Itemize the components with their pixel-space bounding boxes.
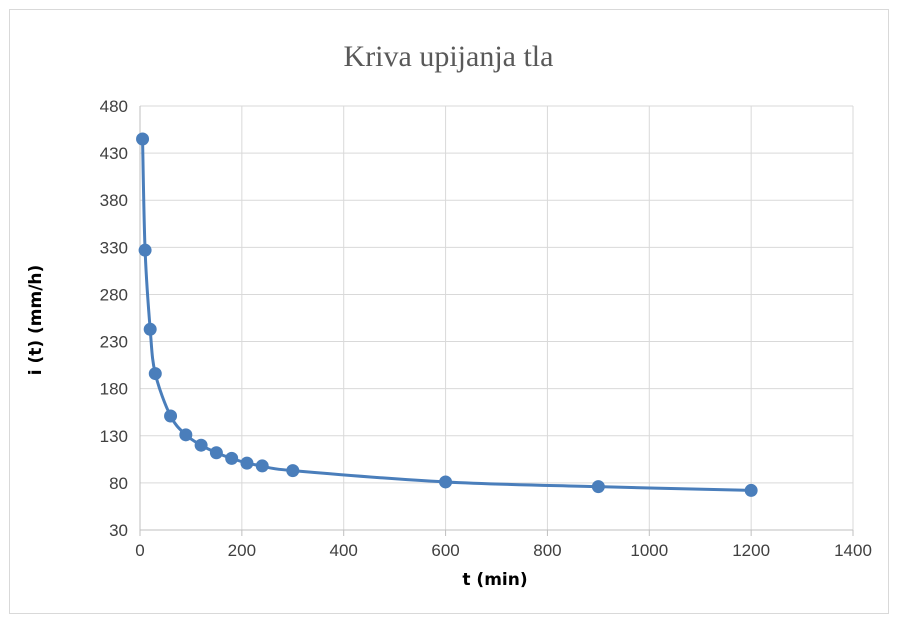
data-point [209,446,223,460]
y-tick-label: 130 [100,427,128,446]
y-tick-label: 380 [100,191,128,210]
data-point [138,243,152,257]
data-point [143,322,157,336]
chart-title: Kriva upijanja tla [343,40,554,73]
data-point [255,459,269,473]
series-line [141,138,752,492]
x-tick-label: 200 [228,541,256,560]
chart-frame [9,9,889,614]
data-point [591,480,605,494]
tick-labels: 30 80 130 180 230 280 330 380 430 480 0 200 400 600 80… [100,97,872,560]
data-point [439,475,453,489]
y-tick-label: 480 [100,97,128,116]
y-tick-label: 180 [100,380,128,399]
data-point [225,451,239,465]
y-tick-label: 280 [100,285,128,304]
data-point [744,483,758,497]
data-point [136,132,150,146]
data-series [136,132,758,497]
data-point [148,367,162,381]
x-axis-label: t (min) [462,570,528,590]
y-tick-label: 30 [109,521,128,540]
y-tick-label: 430 [100,144,128,163]
x-tick-label: 1400 [834,541,872,560]
x-tick-label: 600 [431,541,459,560]
y-tick-label: 330 [100,238,128,257]
axes [139,106,854,536]
data-point [179,428,193,442]
data-point [164,409,178,423]
x-tick-label: 400 [330,541,358,560]
y-tick-label: 80 [109,474,128,493]
x-tick-label: 1200 [732,541,770,560]
data-point [286,464,300,478]
data-point [194,438,208,452]
x-tick-label: 0 [135,541,144,560]
gridlines [140,105,854,530]
x-tick-label: 1000 [630,541,668,560]
y-tick-label: 230 [100,333,128,352]
data-point [240,456,254,470]
x-tick-label: 800 [533,541,561,560]
